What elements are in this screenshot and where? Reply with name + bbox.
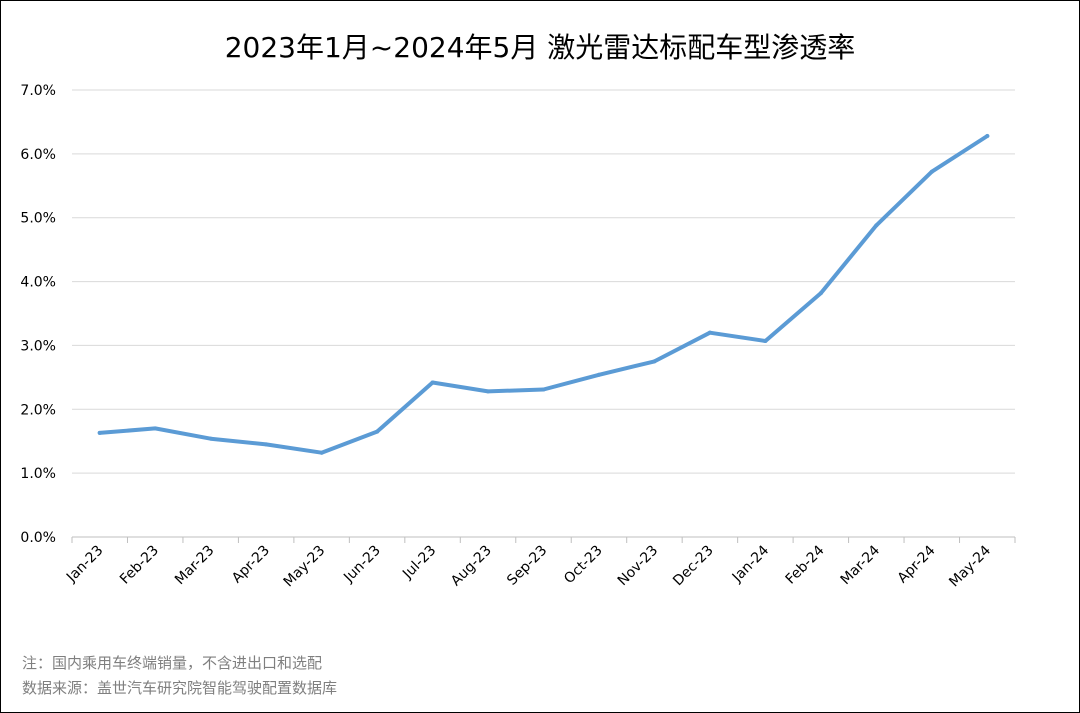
x-tick-label: Apr-24: [895, 542, 939, 586]
x-tick-label: Jun-23: [340, 543, 384, 587]
series-line: [97, 134, 990, 455]
data-point: [707, 330, 712, 335]
data-point: [818, 291, 823, 296]
data-point: [652, 359, 657, 364]
x-tick-label: May-24: [946, 542, 994, 590]
x-tick-label: May-23: [281, 543, 329, 591]
data-point: [929, 169, 934, 174]
x-tick-label: Feb-24: [783, 542, 828, 587]
data-point: [541, 387, 546, 392]
x-tick-label: Aug-23: [448, 543, 495, 590]
data-point: [985, 133, 990, 138]
series-layer: [97, 133, 990, 455]
data-point: [486, 389, 491, 394]
data-point: [264, 442, 269, 447]
y-tick-label: 0.0%: [20, 530, 56, 546]
data-point: [375, 429, 380, 434]
x-tick-label: Feb-23: [117, 543, 162, 588]
chart-title: 2023年1月~2024年5月 激光雷达标配车型渗透率: [224, 31, 856, 64]
data-point: [430, 380, 435, 385]
y-tick-label: 6.0%: [20, 147, 56, 163]
x-tick-label: Mar-24: [838, 542, 884, 588]
data-point: [153, 426, 158, 431]
y-axis: 0.0% 1.0% 2.0% 3.0% 4.0% 5.0% 6.0% 7.0%: [20, 83, 56, 546]
data-point: [763, 338, 768, 343]
y-tick-label: 7.0%: [20, 83, 56, 99]
y-tick-label: 1.0%: [20, 466, 56, 482]
y-tick-label: 5.0%: [20, 211, 56, 227]
y-tick-label: 3.0%: [20, 338, 56, 354]
x-tick-label: Jan-24: [729, 542, 773, 586]
data-source: 数据来源：盖世汽车研究院智能驾驶配置数据库: [22, 679, 338, 697]
data-point: [319, 450, 324, 455]
x-tick-label: Sep-23: [504, 543, 550, 589]
x-axis: Jan-23 Feb-23 Mar-23 Apr-23 May-23 Jun-23 Jul-…: [63, 537, 1016, 591]
grid-lines: [72, 89, 1015, 538]
data-point: [596, 372, 601, 377]
x-tick-label: Jul-23: [399, 543, 439, 583]
y-tick-label: 2.0%: [20, 402, 56, 418]
footnote: 注：国内乘用车终端销量，不含进出口和选配: [22, 654, 323, 672]
data-point: [874, 223, 879, 228]
x-tick-label: Oct-23: [561, 543, 606, 588]
x-tick-label: Jan-23: [63, 543, 106, 586]
x-tick-label: Apr-23: [229, 543, 273, 587]
x-tick-label: Nov-23: [615, 543, 662, 590]
data-point: [97, 430, 102, 435]
x-tick-label: Mar-23: [172, 543, 218, 589]
x-tick-label: Dec-23: [670, 543, 717, 590]
data-point: [208, 436, 213, 441]
y-tick-label: 4.0%: [20, 275, 56, 291]
